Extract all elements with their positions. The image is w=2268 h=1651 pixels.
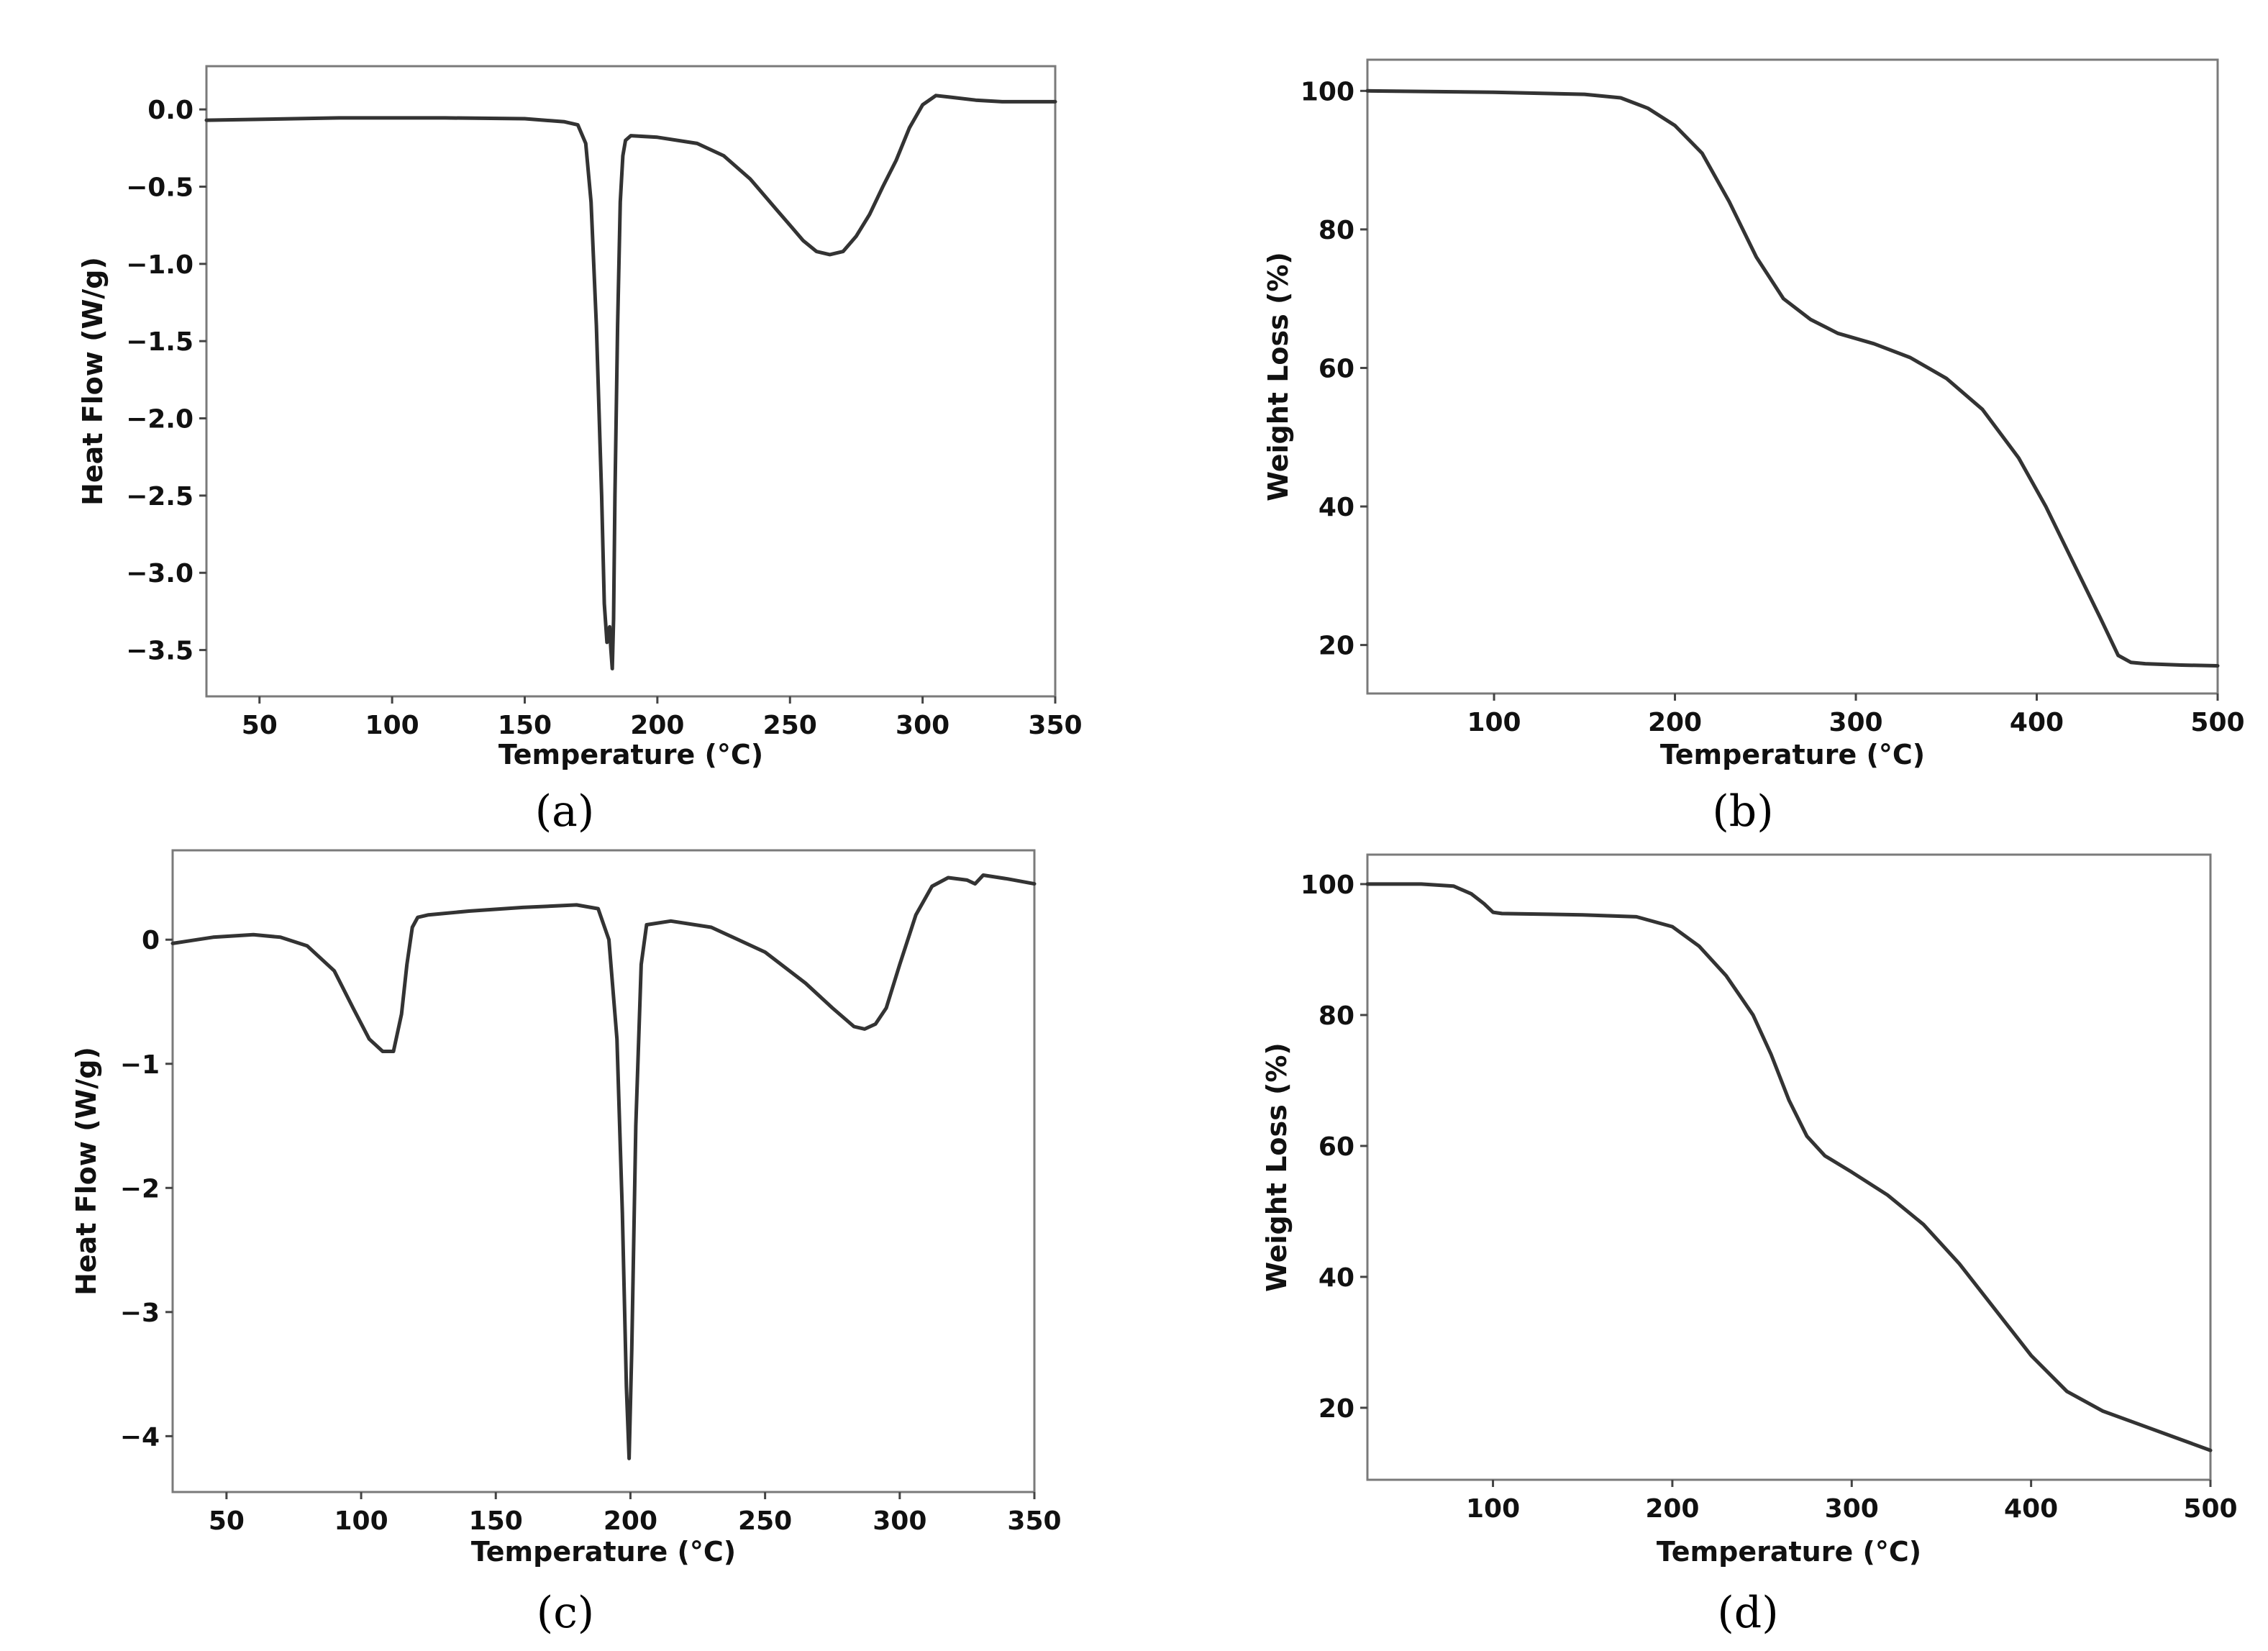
panel-d: 100 200 300 400 500 20 40 60 80 100 Temperature (°… xyxy=(1261,853,2238,1638)
y-tick-label-c: −4 xyxy=(120,1422,160,1452)
x-axis-label-a: Temperature (°C) xyxy=(498,739,763,770)
y-tick-label-a: −2.5 xyxy=(126,482,193,511)
plot-frame-b xyxy=(1366,58,2219,695)
y-axis-label-b: Weight Loss (%) xyxy=(1262,252,1294,501)
y-tick-label-b: 20 xyxy=(1319,632,1354,661)
plot-frame-a xyxy=(205,65,1057,698)
y-tick-label-a: −3.5 xyxy=(126,637,193,666)
panel-label-c: (c) xyxy=(537,1588,594,1638)
x-tick-label-a: 150 xyxy=(498,711,552,740)
y-tick-label-d: 100 xyxy=(1301,870,1354,900)
panel-label-a: (a) xyxy=(535,786,595,837)
y-tick-label-b: 80 xyxy=(1319,216,1354,245)
x-tick-label-b: 500 xyxy=(2190,708,2244,737)
plot-frame-d xyxy=(1366,853,2212,1481)
y-tick-label-a: −3.0 xyxy=(126,559,193,588)
series-line-d xyxy=(1365,882,2213,1452)
y-tick-label-d: 60 xyxy=(1319,1132,1354,1162)
x-tick-label-c: 300 xyxy=(873,1506,926,1536)
y-axis-label-d: Weight Loss (%) xyxy=(1261,1042,1293,1292)
x-tick-label-b: 400 xyxy=(2010,708,2064,737)
panel-label-d: (d) xyxy=(1717,1588,1778,1638)
plot-frame-c xyxy=(171,849,1036,1493)
y-tick-label-a: −1.5 xyxy=(126,327,193,357)
x-tick-label-a: 200 xyxy=(630,711,684,740)
y-tick-label-c: −2 xyxy=(120,1174,160,1204)
y-tick-label-c: −3 xyxy=(120,1298,160,1328)
y-tick-label-b: 100 xyxy=(1301,77,1354,106)
y-tick-label-c: 0 xyxy=(142,926,160,955)
y-tick-label-a: 0.0 xyxy=(147,96,193,125)
panel-a: 50 100 150 200 250 300 350 0.0 −0.5 −1.0 −1.5 −2.0 −… xyxy=(77,65,1083,837)
x-tick-label-c: 50 xyxy=(209,1506,245,1536)
y-tick-label-a: −2.0 xyxy=(126,405,193,435)
x-tick-label-d: 500 xyxy=(2183,1494,2237,1524)
series-line-c xyxy=(170,873,1037,1460)
x-tick-label-d: 200 xyxy=(1645,1494,1699,1524)
x-tick-label-a: 50 xyxy=(242,711,278,740)
x-tick-label-b: 300 xyxy=(1828,708,1882,737)
panel-c: 50 100 150 200 250 300 350 0 −1 −2 −3 −4 Temperature… xyxy=(70,849,1062,1638)
x-axis-label-d: Temperature (°C) xyxy=(1657,1536,1921,1568)
x-tick-label-c: 250 xyxy=(738,1506,792,1536)
y-axis-label-c: Heat Flow (W/g) xyxy=(70,1047,102,1296)
x-tick-label-a: 350 xyxy=(1028,711,1082,740)
x-tick-label-c: 100 xyxy=(334,1506,388,1536)
x-axis-label-c: Temperature (°C) xyxy=(471,1536,736,1568)
y-tick-label-d: 20 xyxy=(1319,1394,1354,1424)
x-tick-label-b: 100 xyxy=(1467,708,1521,737)
x-tick-label-c: 200 xyxy=(604,1506,657,1536)
x-tick-label-a: 250 xyxy=(763,711,817,740)
x-tick-label-c: 150 xyxy=(469,1506,523,1536)
y-tick-label-c: −1 xyxy=(120,1050,160,1080)
y-tick-label-d: 40 xyxy=(1319,1263,1354,1293)
x-tick-label-a: 300 xyxy=(896,711,949,740)
x-tick-label-d: 400 xyxy=(2004,1494,2058,1524)
x-tick-label-c: 350 xyxy=(1007,1506,1061,1536)
series-line-a xyxy=(204,94,1057,670)
x-tick-label-b: 200 xyxy=(1648,708,1702,737)
x-axis-label-b: Temperature (°C) xyxy=(1660,739,1925,770)
y-tick-label-a: −0.5 xyxy=(126,173,193,202)
x-tick-label-d: 100 xyxy=(1466,1494,1520,1524)
y-tick-label-d: 80 xyxy=(1319,1001,1354,1031)
y-tick-label-b: 40 xyxy=(1319,493,1354,522)
y-tick-label-b: 60 xyxy=(1319,354,1354,383)
y-axis-label-a: Heat Flow (W/g) xyxy=(77,257,109,506)
x-tick-label-d: 300 xyxy=(1825,1494,1879,1524)
panel-b: 100 200 300 400 500 20 40 60 80 100 Temperature (°… xyxy=(1262,58,2245,837)
x-tick-label-a: 100 xyxy=(365,711,419,740)
panel-label-b: (b) xyxy=(1712,786,1773,837)
series-line-b xyxy=(1365,88,2220,668)
y-tick-label-a: −1.0 xyxy=(126,250,193,280)
